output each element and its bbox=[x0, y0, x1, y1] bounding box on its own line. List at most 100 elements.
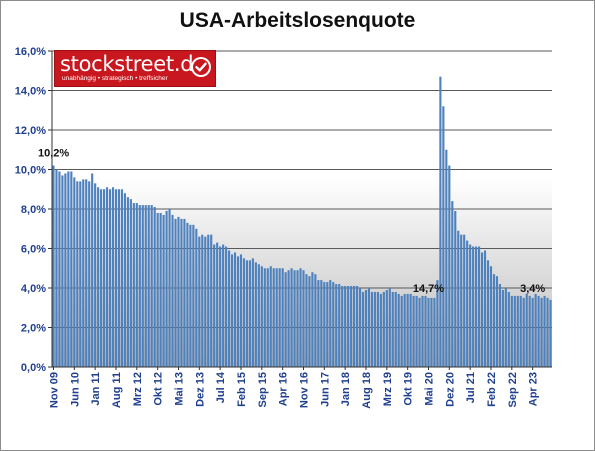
bar bbox=[144, 205, 147, 367]
bar bbox=[415, 295, 418, 367]
y-tick-label: 4,0% bbox=[21, 283, 46, 295]
bar bbox=[516, 295, 519, 367]
bar bbox=[245, 260, 249, 367]
bar bbox=[67, 171, 70, 367]
bar bbox=[284, 272, 287, 367]
bar bbox=[492, 274, 496, 367]
bar bbox=[222, 244, 225, 367]
bar bbox=[466, 240, 469, 367]
bar bbox=[153, 207, 156, 367]
x-tick-label: Apr 16 bbox=[278, 372, 290, 406]
bar bbox=[355, 286, 359, 367]
bar bbox=[305, 274, 308, 367]
bar bbox=[457, 230, 460, 367]
x-tick-label: Aug 18 bbox=[361, 372, 373, 409]
bar bbox=[486, 260, 490, 367]
bar bbox=[108, 189, 112, 367]
bar bbox=[418, 297, 421, 367]
logo-tagline: unabhängig • strategisch • treffsicher bbox=[62, 75, 168, 82]
bar bbox=[251, 258, 254, 367]
bar bbox=[70, 171, 73, 367]
bar bbox=[412, 295, 415, 367]
bar bbox=[242, 258, 246, 367]
bar bbox=[207, 234, 210, 367]
bar bbox=[168, 209, 171, 367]
bar bbox=[233, 252, 237, 367]
bar bbox=[55, 169, 58, 367]
bar bbox=[311, 272, 314, 367]
bar bbox=[186, 222, 189, 367]
bar bbox=[528, 295, 531, 367]
bar bbox=[460, 234, 463, 367]
bar bbox=[123, 193, 126, 367]
bar bbox=[424, 295, 427, 367]
x-tick-label: Mrz 12 bbox=[132, 372, 144, 406]
bar bbox=[409, 293, 412, 367]
bar bbox=[483, 250, 487, 367]
bar bbox=[147, 205, 150, 367]
bar bbox=[287, 270, 290, 367]
bar bbox=[239, 254, 243, 367]
x-tick-label: Jun 17 bbox=[319, 372, 331, 407]
bar bbox=[469, 244, 472, 367]
bar bbox=[201, 234, 204, 367]
bar bbox=[394, 291, 397, 367]
bar bbox=[489, 266, 493, 367]
bar bbox=[165, 210, 168, 367]
bar bbox=[549, 299, 552, 367]
bar bbox=[314, 274, 317, 367]
bar bbox=[510, 295, 513, 367]
bar bbox=[159, 212, 162, 367]
y-tick-label: 8,0% bbox=[21, 204, 46, 216]
bar bbox=[236, 256, 240, 367]
bar bbox=[263, 268, 266, 367]
bar bbox=[504, 288, 507, 367]
bar bbox=[91, 173, 94, 367]
bar bbox=[135, 203, 138, 367]
bar bbox=[391, 291, 394, 367]
x-tick-label: Okt 12 bbox=[153, 372, 165, 406]
bar bbox=[448, 165, 451, 367]
bar bbox=[299, 268, 302, 367]
bar bbox=[335, 284, 338, 367]
bar bbox=[189, 224, 192, 367]
bar bbox=[436, 280, 439, 367]
bar bbox=[379, 293, 382, 367]
bar bbox=[260, 266, 263, 367]
bar bbox=[120, 189, 124, 367]
bar bbox=[320, 280, 323, 367]
x-tick-label: Feb 15 bbox=[236, 372, 248, 407]
bar bbox=[451, 201, 454, 367]
bar bbox=[495, 276, 499, 367]
bar bbox=[367, 288, 371, 367]
bar bbox=[332, 282, 335, 367]
y-tick-label: 2,0% bbox=[21, 323, 46, 335]
bar bbox=[350, 286, 353, 367]
bar bbox=[323, 282, 326, 367]
x-tick-label: Mai 20 bbox=[423, 372, 435, 406]
bar bbox=[281, 268, 284, 367]
bar bbox=[103, 189, 106, 367]
bar bbox=[228, 250, 231, 367]
x-tick-label: Jan 18 bbox=[340, 372, 352, 406]
bar bbox=[278, 268, 281, 367]
bar bbox=[114, 189, 118, 367]
bar bbox=[442, 106, 445, 368]
bar bbox=[361, 291, 365, 367]
bar bbox=[230, 254, 234, 367]
x-tick-label: Mai 13 bbox=[173, 372, 185, 406]
bar bbox=[445, 149, 448, 367]
y-tick-label: 6,0% bbox=[21, 244, 46, 256]
x-tick-label: Nov 16 bbox=[298, 372, 310, 408]
x-tick-label: Jul 21 bbox=[465, 372, 477, 403]
bar bbox=[94, 183, 97, 367]
bar bbox=[302, 270, 305, 367]
bar bbox=[257, 264, 260, 367]
bar bbox=[543, 295, 546, 367]
bar bbox=[537, 295, 540, 367]
bar bbox=[248, 260, 251, 367]
bar bbox=[388, 288, 391, 367]
x-tick-label: Feb 22 bbox=[486, 372, 498, 407]
x-tick-label: Dez 20 bbox=[444, 372, 456, 407]
bar bbox=[192, 224, 195, 367]
